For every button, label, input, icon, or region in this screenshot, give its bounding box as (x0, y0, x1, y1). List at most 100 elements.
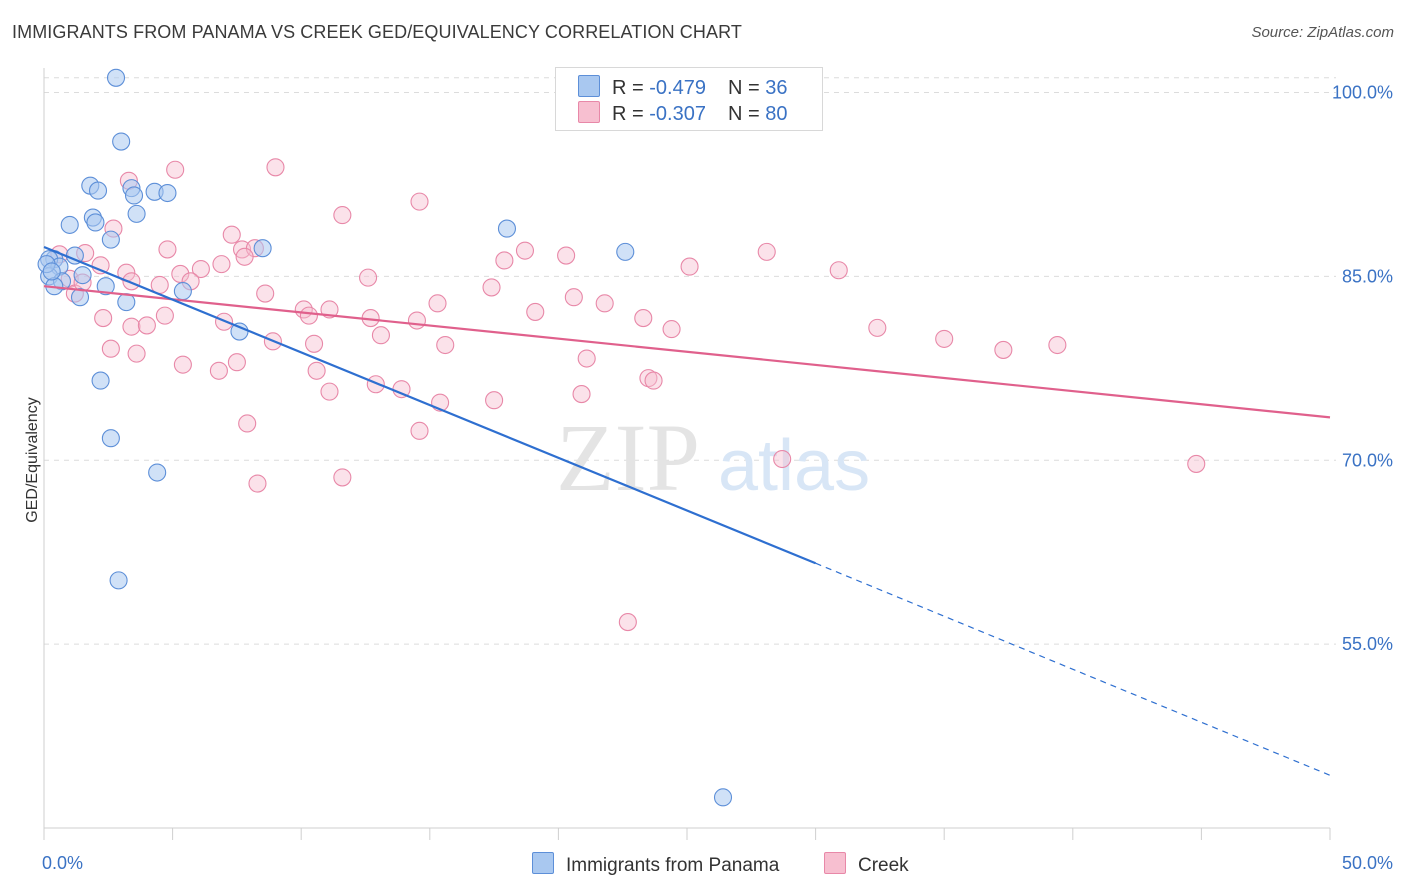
creek-point (366, 375, 385, 394)
creek-point (662, 320, 681, 339)
creek-point (436, 335, 455, 355)
y-tick-label: 100.0% (1332, 83, 1393, 103)
creek-point (158, 240, 177, 259)
legend-swatch-creek (578, 101, 600, 123)
legend-n-value-panama: 36 (765, 77, 788, 99)
panama-point (96, 277, 115, 296)
axes (43, 68, 1331, 840)
creek-point (191, 259, 210, 279)
panama-point (112, 132, 131, 151)
creek-point (155, 306, 174, 325)
bottom-legend-label-panama: Immigrants from Panama (566, 855, 780, 876)
panama-point (497, 219, 517, 238)
panama-point (91, 371, 110, 390)
creek-point (680, 257, 699, 276)
legend-n-label: N = (727, 103, 766, 125)
creek-point (994, 340, 1013, 359)
creek-point (333, 468, 352, 487)
creek-point (485, 391, 504, 410)
panama-trend-line (43, 245, 817, 565)
creek-point (222, 225, 241, 244)
creek-point (634, 309, 653, 328)
creek-point (495, 251, 514, 270)
panama-point (42, 262, 61, 281)
creek-point (320, 382, 339, 401)
panama-point (148, 463, 167, 482)
creek-point (644, 371, 663, 390)
creek-point (595, 294, 614, 313)
creek-point (515, 241, 535, 260)
creek-trend-line (43, 285, 1331, 419)
creek-point (122, 317, 141, 336)
y-tick-label: 55.0% (1342, 634, 1393, 654)
legend-row-panama: R = -0.479 N = 36 (578, 75, 787, 99)
creek-point (305, 334, 324, 353)
creek-point (1187, 454, 1206, 473)
creek-point (618, 613, 637, 632)
panama-point (101, 230, 120, 249)
legend-r-value-creek: -0.307 (649, 103, 706, 125)
bottom-legend-swatch-panama (532, 852, 554, 874)
creek-point (166, 160, 185, 179)
panama-trend-extension (815, 562, 1331, 776)
correlation-legend: R = -0.479 N = 36 R = -0.307 N = 80 (555, 67, 823, 131)
creek-point (410, 421, 429, 440)
creek-points (50, 68, 1206, 632)
watermark-zip: ZIP (556, 404, 700, 511)
panama-point (106, 68, 126, 87)
creek-point (428, 294, 447, 313)
panama-point (253, 239, 272, 258)
y-tick-label: 70.0% (1342, 450, 1393, 470)
y-axis-label: GED/Equivalency (24, 397, 41, 522)
bottom-legend-label-creek: Creek (858, 855, 909, 876)
panama-point (70, 288, 90, 307)
legend-row-creek: R = -0.307 N = 80 (578, 101, 787, 125)
creek-point (935, 329, 954, 348)
y-tick-labels: 100.0% 85.0% 70.0% 55.0% (1332, 83, 1393, 655)
creek-point (557, 246, 576, 265)
creek-point (238, 414, 257, 433)
bottom-legend-swatch-creek (824, 852, 846, 874)
creek-point (1048, 335, 1067, 355)
panama-point (124, 186, 144, 205)
x-tick-label: 0.0% (42, 853, 83, 873)
creek-point (266, 158, 285, 177)
creek-point (320, 300, 339, 319)
legend-n-value-creek: 80 (765, 103, 788, 125)
legend-r-label: R = (612, 103, 650, 125)
legend-n-label: N = (727, 77, 766, 99)
chart-title: IMMIGRANTS FROM PANAMA VS CREEK GED/EQUI… (12, 22, 742, 42)
legend-r-value-panama: -0.479 (649, 77, 706, 99)
creek-point (757, 242, 776, 261)
creek-point (173, 355, 192, 374)
x-tick-labels: 0.0% 50.0% (42, 853, 1393, 873)
x-tick-label: 50.0% (1342, 853, 1393, 873)
y-tick-label: 85.0% (1342, 266, 1393, 286)
creek-point (209, 361, 228, 380)
creek-point (299, 306, 318, 325)
creek-point (127, 344, 146, 363)
creek-point (639, 369, 658, 388)
creek-point (829, 261, 848, 280)
panama-point (109, 571, 128, 590)
creek-point (482, 278, 501, 297)
panama-point (73, 266, 92, 285)
watermark-atlas: atlas (718, 426, 870, 506)
creek-point (137, 316, 156, 335)
creek-point (371, 326, 390, 345)
creek-point (94, 309, 113, 328)
creek-point (101, 339, 120, 358)
creek-point (868, 318, 887, 337)
panama-point (86, 213, 105, 232)
source-credit: Source: ZipAtlas.com (1251, 24, 1394, 41)
creek-point (572, 385, 591, 404)
creek-point (564, 288, 583, 307)
panama-point (60, 215, 79, 234)
creek-point (235, 247, 254, 266)
creek-point (227, 353, 246, 372)
creek-point (232, 240, 252, 259)
creek-point (248, 474, 267, 493)
panama-point (88, 181, 108, 200)
creek-point (407, 311, 426, 330)
